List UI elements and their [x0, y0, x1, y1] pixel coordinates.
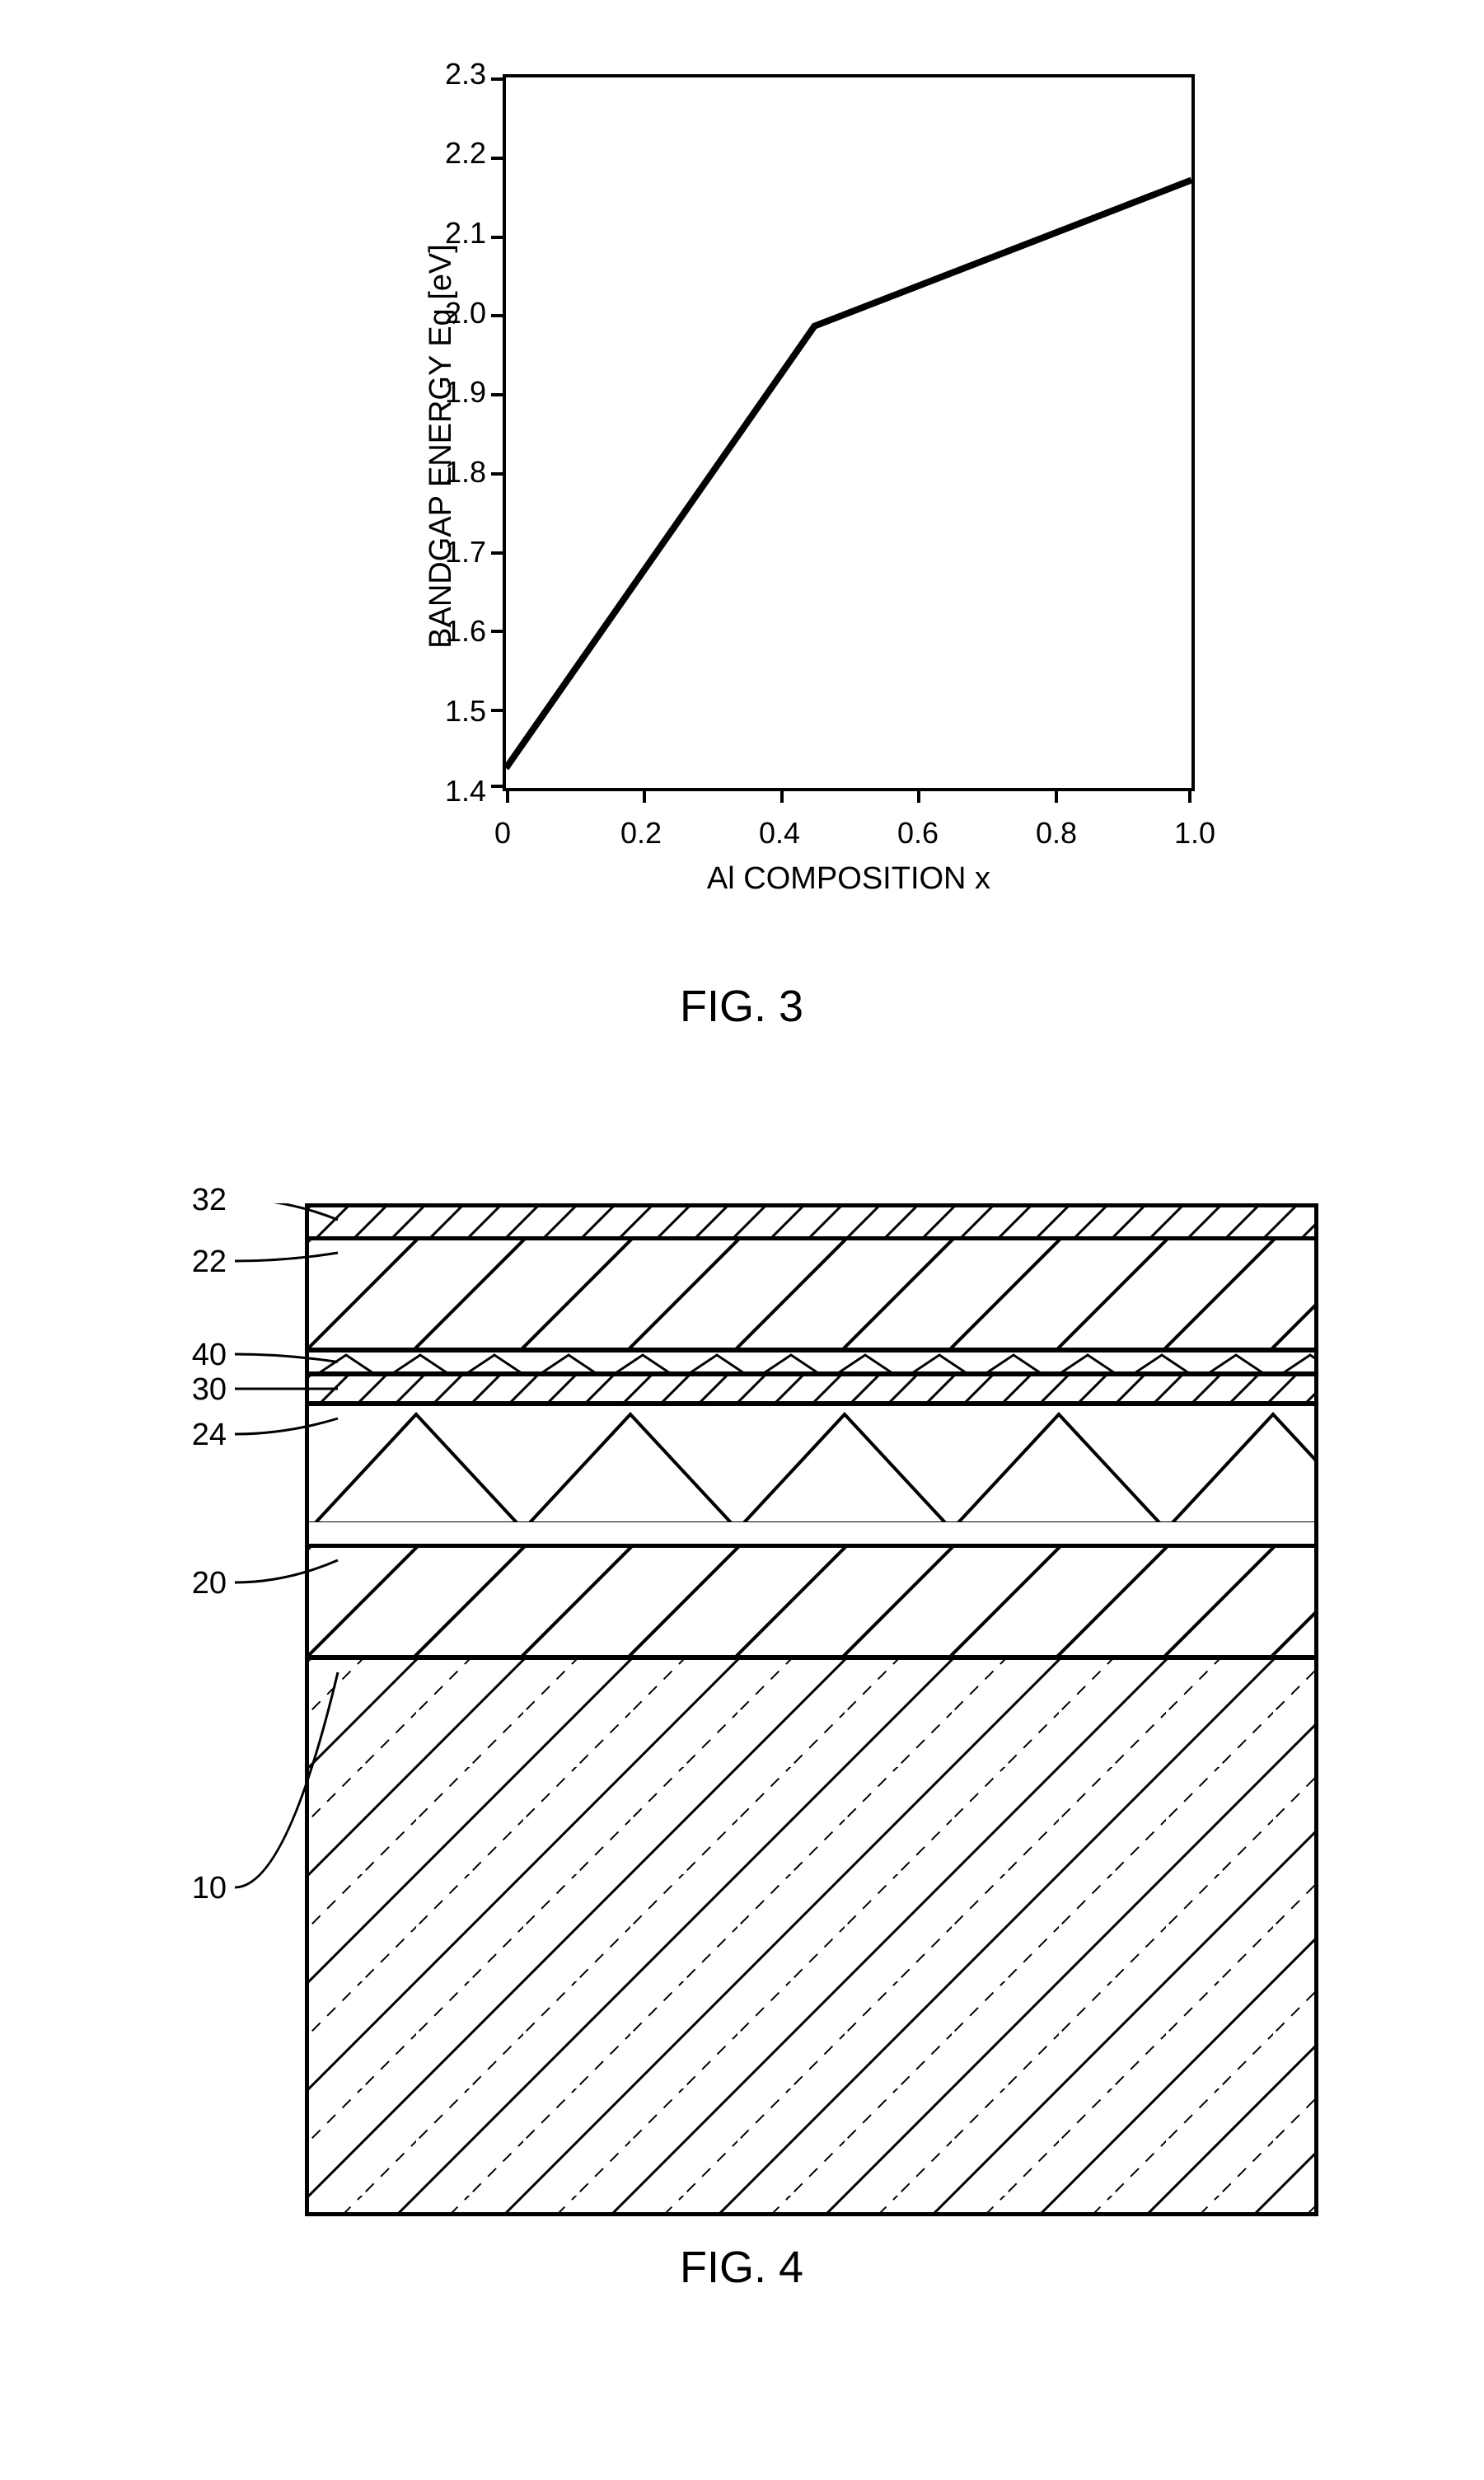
figure-4-caption: FIG. 4	[165, 2242, 1318, 2293]
x-tick-label: 0.2	[608, 816, 674, 851]
y-tick-label: 2.1	[412, 216, 486, 251]
x-tick	[780, 791, 784, 803]
layer-20	[305, 1544, 1318, 1659]
y-tick	[491, 472, 503, 476]
y-tick-label: 2.3	[412, 57, 486, 91]
y-tick-label: 1.9	[412, 375, 486, 410]
layer-label-22: 22	[169, 1245, 227, 1280]
chart-line	[506, 77, 1191, 788]
y-tick-label: 1.6	[412, 614, 486, 649]
layer-label-40: 40	[169, 1338, 227, 1373]
y-tick	[491, 630, 503, 633]
y-tick	[491, 314, 503, 317]
layer-label-10: 10	[169, 1871, 227, 1906]
y-tick-label: 2.2	[412, 136, 486, 171]
figure-3-caption: FIG. 3	[231, 981, 1252, 1032]
layer-32	[305, 1203, 1318, 1240]
layer-label-30: 30	[169, 1372, 227, 1408]
x-axis-title: Al COMPOSITION x	[437, 861, 1261, 897]
layer-label-24: 24	[169, 1418, 227, 1453]
layer-30	[305, 1372, 1318, 1405]
layer-10	[305, 1656, 1318, 2216]
x-tick-label: 0.6	[885, 816, 951, 851]
y-tick	[491, 77, 503, 81]
figure-4: 32224030242010 FIG. 4	[165, 1203, 1318, 2293]
y-tick	[491, 393, 503, 396]
y-tick-label: 1.5	[412, 694, 486, 729]
y-tick	[491, 157, 503, 160]
y-tick-label: 1.8	[412, 455, 486, 490]
chart-area: BANDGAP ENERGY Eg [eV]	[396, 49, 1220, 890]
layer-24	[305, 1402, 1318, 1526]
y-tick	[491, 709, 503, 712]
figure-3: BANDGAP ENERGY Eg [eV]	[231, 49, 1252, 1032]
plot-area	[503, 74, 1195, 791]
y-tick	[491, 551, 503, 555]
x-tick-label: 0	[470, 816, 536, 851]
x-tick-label: 0.8	[1023, 816, 1089, 851]
y-tick-label: 1.4	[412, 774, 486, 809]
layer-22	[305, 1236, 1318, 1352]
y-tick	[491, 785, 503, 788]
layer-label-20: 20	[169, 1566, 227, 1601]
x-tick	[1055, 791, 1058, 803]
x-tick-label: 0.4	[747, 816, 812, 851]
diagram-area: 32224030242010	[206, 1203, 1318, 2217]
x-tick	[643, 791, 646, 803]
layer-label-32: 32	[169, 1183, 227, 1218]
y-tick-label: 2.0	[412, 296, 486, 331]
x-tick	[917, 791, 920, 803]
y-tick-label: 1.7	[412, 535, 486, 570]
x-tick-label: 1.0	[1162, 816, 1228, 851]
x-tick	[1188, 791, 1191, 803]
y-tick	[491, 236, 503, 239]
x-tick	[506, 791, 509, 803]
